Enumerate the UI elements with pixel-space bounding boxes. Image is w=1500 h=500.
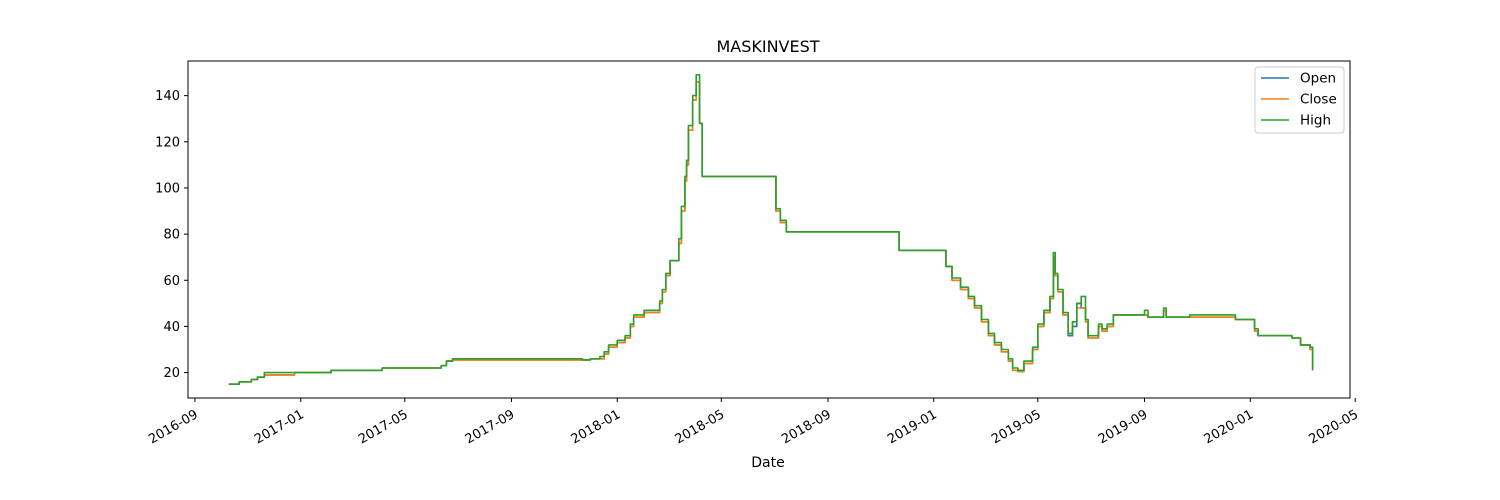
y-tick-label: 100 — [155, 181, 180, 196]
x-axis-title: Date — [751, 455, 784, 471]
x-tick-label: 2018-01 — [569, 407, 624, 447]
x-tick-label: 2018-09 — [779, 407, 834, 447]
plot-area-frame — [187, 60, 1351, 399]
x-tick-label: 2017-01 — [252, 407, 307, 447]
x-tick-label: 2017-05 — [356, 407, 411, 447]
chart-title: MASKINVEST — [716, 37, 819, 56]
y-tick-label: 140 — [155, 89, 180, 104]
x-tick-label: 2019-09 — [1096, 407, 1151, 447]
x-tick-label: 2019-05 — [989, 407, 1044, 447]
y-axis: 20 40 60 80 100 120 140 — [155, 89, 188, 381]
series-line-open — [228, 81, 1314, 385]
x-tick-label: 2020-05 — [1307, 407, 1362, 447]
y-tick-label: 120 — [155, 135, 180, 150]
x-tick-label: 2018-05 — [673, 407, 728, 447]
legend-label-high: High — [1300, 113, 1331, 129]
x-tick-label: 2016-09 — [146, 407, 201, 447]
y-tick-label: 60 — [163, 274, 180, 289]
y-tick-label: 20 — [163, 366, 180, 381]
series-lines — [228, 74, 1314, 385]
x-tick-label: 2020-01 — [1202, 407, 1257, 447]
series-line-close — [228, 81, 1314, 385]
x-tick-label: 2017-09 — [463, 407, 518, 447]
x-tick-label: 2019-01 — [885, 407, 940, 447]
legend-box — [1254, 66, 1345, 134]
legend: Open Close High — [1254, 66, 1345, 134]
x-axis: 2016-09 2017-01 2017-05 2017-09 2018-01 2018-… — [146, 398, 1361, 447]
y-tick-label: 40 — [163, 320, 180, 335]
series-line-high — [228, 74, 1314, 385]
legend-label-close: Close — [1300, 92, 1337, 108]
y-tick-label: 80 — [163, 228, 180, 243]
legend-label-open: Open — [1300, 71, 1336, 87]
